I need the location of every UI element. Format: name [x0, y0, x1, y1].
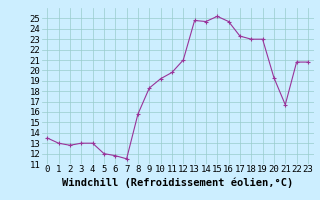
X-axis label: Windchill (Refroidissement éolien,°C): Windchill (Refroidissement éolien,°C) — [62, 177, 293, 188]
